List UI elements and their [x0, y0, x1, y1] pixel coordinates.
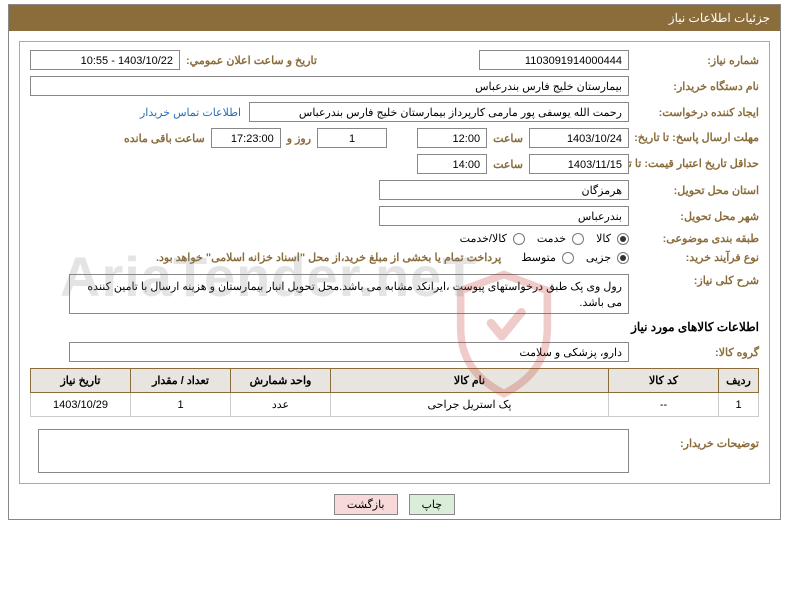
label-category: طبقه بندی موضوعی: — [629, 232, 759, 245]
th-row: ردیف — [719, 369, 759, 393]
field-requester: رحمت الله یوسفی پور مارمی کارپرداز بیمار… — [249, 102, 629, 122]
radio-dot-icon — [617, 233, 629, 245]
label-requester: ایجاد کننده درخواست: — [629, 106, 759, 119]
th-code: کد کالا — [609, 369, 719, 393]
radio-label-khedmat: خدمت — [537, 232, 566, 245]
payment-note: پرداخت تمام یا بخشی از مبلغ خرید،از محل … — [156, 251, 501, 264]
field-city: بندرعباس — [379, 206, 629, 226]
back-button[interactable]: بازگشت — [334, 494, 398, 515]
td-code: -- — [609, 393, 719, 417]
th-date: تاریخ نیاز — [31, 369, 131, 393]
goods-table: ردیف کد کالا نام کالا واحد شمارش تعداد /… — [30, 368, 759, 417]
field-buyer-notes — [38, 429, 629, 473]
field-valid-time: 14:00 — [417, 154, 487, 174]
radio-motevaset[interactable]: متوسط — [521, 251, 574, 264]
th-unit: واحد شمارش — [231, 369, 331, 393]
goods-info-heading: اطلاعات کالاهای مورد نیاز — [30, 320, 759, 334]
field-announce-date: 1403/10/22 - 10:55 — [30, 50, 180, 70]
table-row: 1 -- پک استریل جراحی عدد 1 1403/10/29 — [31, 393, 759, 417]
radio-khedmat[interactable]: خدمت — [537, 232, 584, 245]
field-goods-group: دارو، پزشکی و سلامت — [69, 342, 629, 362]
label-announce-date: تاريخ و ساعت اعلان عمومي: — [180, 54, 317, 67]
label-buyer-notes: توضیحات خریدار: — [629, 423, 759, 450]
label-summary: شرح کلی نیاز: — [629, 274, 759, 287]
label-proc-type: نوع فرآیند خرید: — [629, 251, 759, 264]
panel-title: جزئیات اطلاعات نیاز — [9, 5, 780, 31]
label-req-no: شماره نیاز: — [629, 54, 759, 67]
td-date: 1403/10/29 — [31, 393, 131, 417]
radio-dot-icon — [572, 233, 584, 245]
field-summary: رول وی پک طبق درخواستهای پیوست ،ایرانکد … — [69, 274, 629, 314]
label-saat-1: ساعت — [493, 132, 523, 145]
radio-jozi[interactable]: جزیی — [586, 251, 629, 264]
print-button[interactable]: چاپ — [409, 494, 456, 515]
th-name: نام کالا — [331, 369, 609, 393]
radio-dot-icon — [617, 252, 629, 264]
radio-kala[interactable]: کالا — [596, 232, 629, 245]
td-row: 1 — [719, 393, 759, 417]
field-remain-days: 1 — [317, 128, 387, 148]
label-remain: ساعت باقی مانده — [124, 132, 205, 145]
th-qty: تعداد / مقدار — [131, 369, 231, 393]
radio-label-motevaset: متوسط — [521, 251, 556, 264]
buyer-contact-link[interactable]: اطلاعات تماس خریدار — [140, 106, 241, 119]
radio-kala-khedmat[interactable]: کالا/خدمت — [460, 232, 525, 245]
main-panel: جزئیات اطلاعات نیاز شماره نیاز: 11030919… — [8, 4, 781, 520]
td-unit: عدد — [231, 393, 331, 417]
radio-label-jozi: جزیی — [586, 251, 611, 264]
field-req-no: 1103091914000444 — [479, 50, 629, 70]
td-name: پک استریل جراحی — [331, 393, 609, 417]
label-resp-deadline: مهلت ارسال پاسخ: تا تاریخ: — [629, 132, 759, 144]
label-goods-group: گروه کالا: — [629, 346, 759, 359]
label-rooz: روز و — [287, 132, 311, 145]
td-qty: 1 — [131, 393, 231, 417]
field-valid-date: 1403/11/15 — [529, 154, 629, 174]
label-province: استان محل تحویل: — [629, 184, 759, 197]
field-buyer-org: بیمارستان خلیج فارس بندرعباس — [30, 76, 629, 96]
field-province: هرمزگان — [379, 180, 629, 200]
radio-label-kala: کالا — [596, 232, 611, 245]
label-min-valid: حداقل تاریخ اعتبار قیمت: تا تاریخ: — [629, 158, 759, 170]
field-resp-time: 12:00 — [417, 128, 487, 148]
field-remain-time: 17:23:00 — [211, 128, 281, 148]
radio-dot-icon — [513, 233, 525, 245]
label-city: شهر محل تحویل: — [629, 210, 759, 223]
radio-dot-icon — [562, 252, 574, 264]
button-row: چاپ بازگشت — [9, 494, 780, 515]
label-saat-2: ساعت — [493, 158, 523, 171]
radio-label-kala-khedmat: کالا/خدمت — [460, 232, 507, 245]
label-buyer-org: نام دستگاه خریدار: — [629, 80, 759, 93]
field-resp-date: 1403/10/24 — [529, 128, 629, 148]
panel-content: شماره نیاز: 1103091914000444 تاريخ و ساع… — [19, 41, 770, 484]
